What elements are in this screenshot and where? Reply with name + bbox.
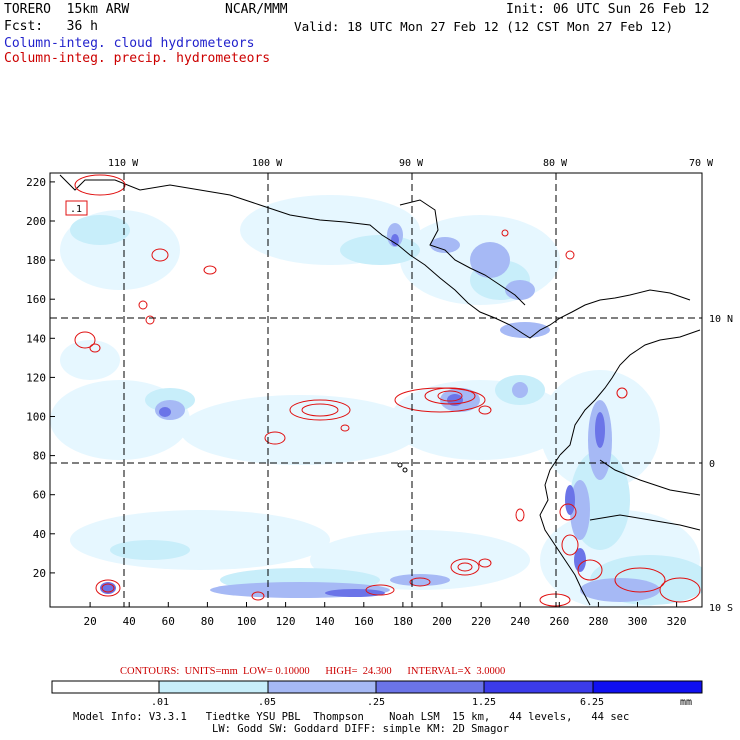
precip-field-label: Column-integ. precip. hydrometeors	[4, 51, 271, 66]
lat-lon-grid	[50, 173, 702, 607]
x-tick-label: 140	[315, 615, 335, 628]
colorbar-label-1: .01	[151, 697, 169, 708]
y-tick-label: 200	[26, 215, 46, 228]
lat-label-10n: 10 N	[709, 314, 733, 325]
x-tick-label: 300	[628, 615, 648, 628]
colorbar-bin-2	[158, 680, 269, 694]
x-tick-label: 120	[276, 615, 296, 628]
colorbar-label-5: 6.25	[580, 697, 604, 708]
y-tick-label: 160	[26, 293, 46, 306]
x-tick-label: 160	[354, 615, 374, 628]
colorbar	[51, 680, 703, 694]
colorbar-label-2: .05	[258, 697, 276, 708]
x-axis-ticks: 20 40 60 80 100 120 140 160 180 200 220 240 260 280 30…	[83, 602, 687, 628]
colorbar-label-3: .25	[367, 697, 385, 708]
lon-label-80w: 80 W	[543, 158, 568, 169]
y-axis-ticks: 20 40 60 80 100 120 140 160 180 200 220	[26, 176, 55, 580]
init-time: Init: 06 UTC Sun 26 Feb 12	[506, 2, 710, 17]
lat-label-0: 0	[709, 459, 715, 470]
colorbar-bin-5	[483, 680, 594, 694]
lon-label-100w: 100 W	[252, 158, 283, 169]
hydrometeor-shading	[50, 195, 702, 607]
x-tick-label: 260	[549, 615, 569, 628]
y-tick-label: 140	[26, 332, 46, 345]
valid-time: Valid: 18 UTC Mon 27 Feb 12 (12 CST Mon …	[294, 19, 674, 34]
y-tick-label: 100	[26, 411, 46, 424]
org-label: NCAR/MMM	[225, 2, 288, 17]
marker-box	[65, 200, 88, 216]
cloud-field-label: Column-integ. cloud hydrometeors	[4, 36, 255, 51]
coastlines	[59, 174, 701, 606]
lon-label-70w: 70 W	[689, 158, 714, 169]
lat-label-10s: 10 S	[709, 603, 733, 614]
colorbar-unit: mm	[680, 697, 692, 708]
x-tick-label: 280	[588, 615, 608, 628]
model-title: TORERO 15km ARW	[4, 2, 130, 17]
marker-label: .1	[70, 204, 82, 215]
y-tick-label: 220	[26, 176, 46, 189]
y-tick-label: 120	[26, 371, 46, 384]
y-tick-label: 40	[33, 528, 46, 541]
forecast-hour: Fcst: 36 h	[4, 19, 98, 34]
lon-label-90w: 90 W	[399, 158, 424, 169]
colorbar-bin-3	[267, 680, 377, 694]
y-tick-label: 20	[33, 567, 46, 580]
x-tick-label: 60	[162, 615, 175, 628]
colorbar-bin-1	[51, 680, 160, 694]
y-tick-label: 60	[33, 489, 46, 502]
x-tick-label: 220	[471, 615, 491, 628]
y-tick-label: 180	[26, 254, 46, 267]
colorbar-bin-6	[592, 680, 703, 694]
lon-label-110w: 110 W	[108, 158, 139, 169]
precip-contours	[74, 174, 701, 607]
model-info-line-2: LW: Godd SW: Goddard DIFF: simple KM: 2D…	[212, 723, 510, 735]
x-tick-label: 200	[432, 615, 452, 628]
colorbar-label-4: 1.25	[472, 697, 496, 708]
map-frame	[49, 172, 703, 608]
model-info-line-1: Model Info: V3.3.1 Tiedtke YSU PBL Thomp…	[73, 711, 630, 723]
x-tick-label: 20	[83, 615, 96, 628]
x-tick-label: 100	[237, 615, 257, 628]
x-tick-label: 240	[510, 615, 530, 628]
x-tick-label: 40	[123, 615, 136, 628]
x-tick-label: 320	[667, 615, 687, 628]
x-tick-label: 80	[201, 615, 214, 628]
y-tick-label: 80	[33, 450, 46, 463]
x-tick-label: 180	[393, 615, 413, 628]
contour-info: CONTOURS: UNITS=mm LOW= 0.10000 HIGH= 24…	[120, 666, 506, 677]
colorbar-bin-4	[375, 680, 485, 694]
